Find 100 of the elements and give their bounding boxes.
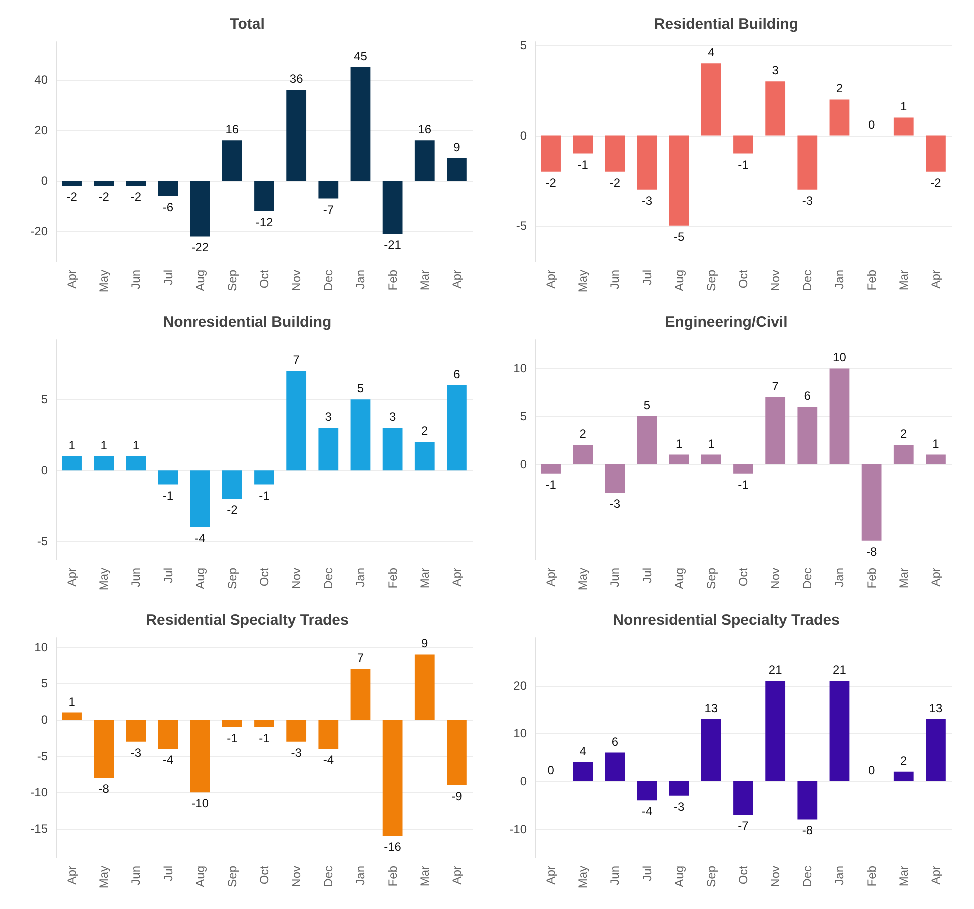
data-label: -6 (162, 200, 174, 214)
x-tick-label: Sep (225, 568, 240, 590)
x-tick-label: Jun (129, 568, 144, 588)
data-label: -16 (384, 840, 402, 854)
bar (926, 719, 946, 782)
data-label: 7 (357, 651, 364, 666)
x-tick-label: Aug (193, 270, 208, 292)
x-tick-label: Jul (640, 866, 654, 882)
bar (605, 752, 626, 782)
data-label: -21 (384, 238, 402, 252)
x-tick-label: Apr (928, 866, 943, 885)
data-label: 0 (868, 763, 876, 778)
x-tick-label: Jun (129, 866, 144, 886)
y-tick-label: -5 (37, 749, 48, 764)
bar (734, 781, 754, 815)
data-label: 7 (772, 379, 780, 394)
bar (798, 136, 818, 190)
bar (669, 454, 690, 464)
x-tick-label: Sep (225, 866, 240, 888)
data-label: 5 (644, 398, 651, 413)
chart-title: Nonresidential Building (163, 314, 332, 331)
bar (190, 181, 210, 237)
data-label: 36 (290, 72, 304, 86)
y-tick-label: 40 (34, 72, 48, 87)
bar (318, 181, 339, 199)
x-tick-label: Mar (418, 568, 432, 589)
data-label: -7 (738, 818, 750, 833)
x-tick-label: Feb (386, 568, 400, 589)
data-label: 1 (708, 436, 716, 451)
x-tick-label: Jun (129, 270, 144, 290)
bar (190, 470, 210, 528)
bar (637, 781, 658, 801)
bar (669, 781, 690, 796)
bar (414, 442, 435, 471)
x-tick-label: May (97, 866, 112, 889)
x-tick-label: Oct (258, 269, 272, 289)
x-tick-label: Nov (768, 866, 783, 888)
y-tick-label: -10 (510, 822, 528, 836)
data-label: -7 (323, 202, 334, 217)
data-label: -2 (227, 502, 238, 517)
data-label: -1 (546, 478, 557, 492)
data-label: -3 (291, 746, 302, 760)
data-label: -4 (323, 753, 334, 768)
bar (94, 456, 114, 471)
data-label: -2 (130, 190, 142, 204)
chart-title: Nonresidential Specialty Trades (613, 612, 840, 629)
x-tick-label: Jul (161, 270, 176, 286)
bar (254, 720, 274, 728)
bar (62, 456, 82, 471)
y-tick-label: 10 (514, 726, 528, 741)
bar (766, 397, 786, 464)
chart-title: Residential Specialty Trades (146, 612, 349, 629)
data-label: 2 (900, 427, 908, 442)
y-tick-label: 5 (41, 392, 48, 407)
chart-title: Engineering/Civil (665, 314, 788, 331)
y-tick-label: 0 (41, 174, 48, 188)
y-tick-label: -20 (30, 224, 48, 239)
bar (158, 470, 178, 485)
bar (414, 654, 435, 720)
bar (701, 454, 722, 464)
bar (447, 720, 467, 786)
data-label: 7 (293, 353, 300, 368)
data-label: 3 (772, 64, 780, 78)
bar (318, 428, 339, 471)
data-label: 2 (580, 427, 587, 442)
data-label: -22 (192, 240, 210, 255)
data-label: -4 (195, 531, 206, 546)
data-label: 4 (580, 744, 587, 758)
data-label: 16 (418, 122, 432, 137)
y-tick-label: 0 (520, 128, 528, 143)
data-label: 1 (68, 438, 76, 452)
data-label: -2 (66, 190, 78, 204)
bar (286, 720, 307, 742)
data-label: 3 (325, 410, 332, 424)
bar (158, 720, 178, 750)
x-tick-label: Apr (65, 866, 80, 885)
bar (350, 67, 371, 182)
data-label: 1 (932, 436, 940, 451)
data-label: 6 (612, 734, 619, 749)
data-label: 1 (68, 694, 76, 709)
x-tick-label: Aug (672, 270, 686, 292)
data-label: 3 (389, 410, 396, 424)
x-tick-label: Mar (418, 270, 432, 291)
bar (62, 712, 82, 720)
data-label: -12 (256, 215, 274, 230)
x-tick-label: Nov (768, 568, 783, 590)
data-label: -2 (98, 190, 110, 204)
x-tick-label: Apr (928, 568, 943, 587)
data-label: -1 (227, 731, 238, 746)
data-label: 45 (354, 49, 368, 64)
bar (830, 368, 850, 464)
y-tick-label: 20 (34, 124, 48, 138)
x-tick-label: May (576, 568, 590, 591)
bar (798, 781, 818, 820)
x-tick-label: Apr (65, 568, 80, 587)
data-label: -2 (546, 176, 557, 190)
data-label: 6 (454, 367, 461, 382)
x-tick-label: Jun (608, 568, 622, 588)
y-tick-label: 0 (520, 774, 528, 788)
y-tick-label: 20 (514, 678, 528, 693)
